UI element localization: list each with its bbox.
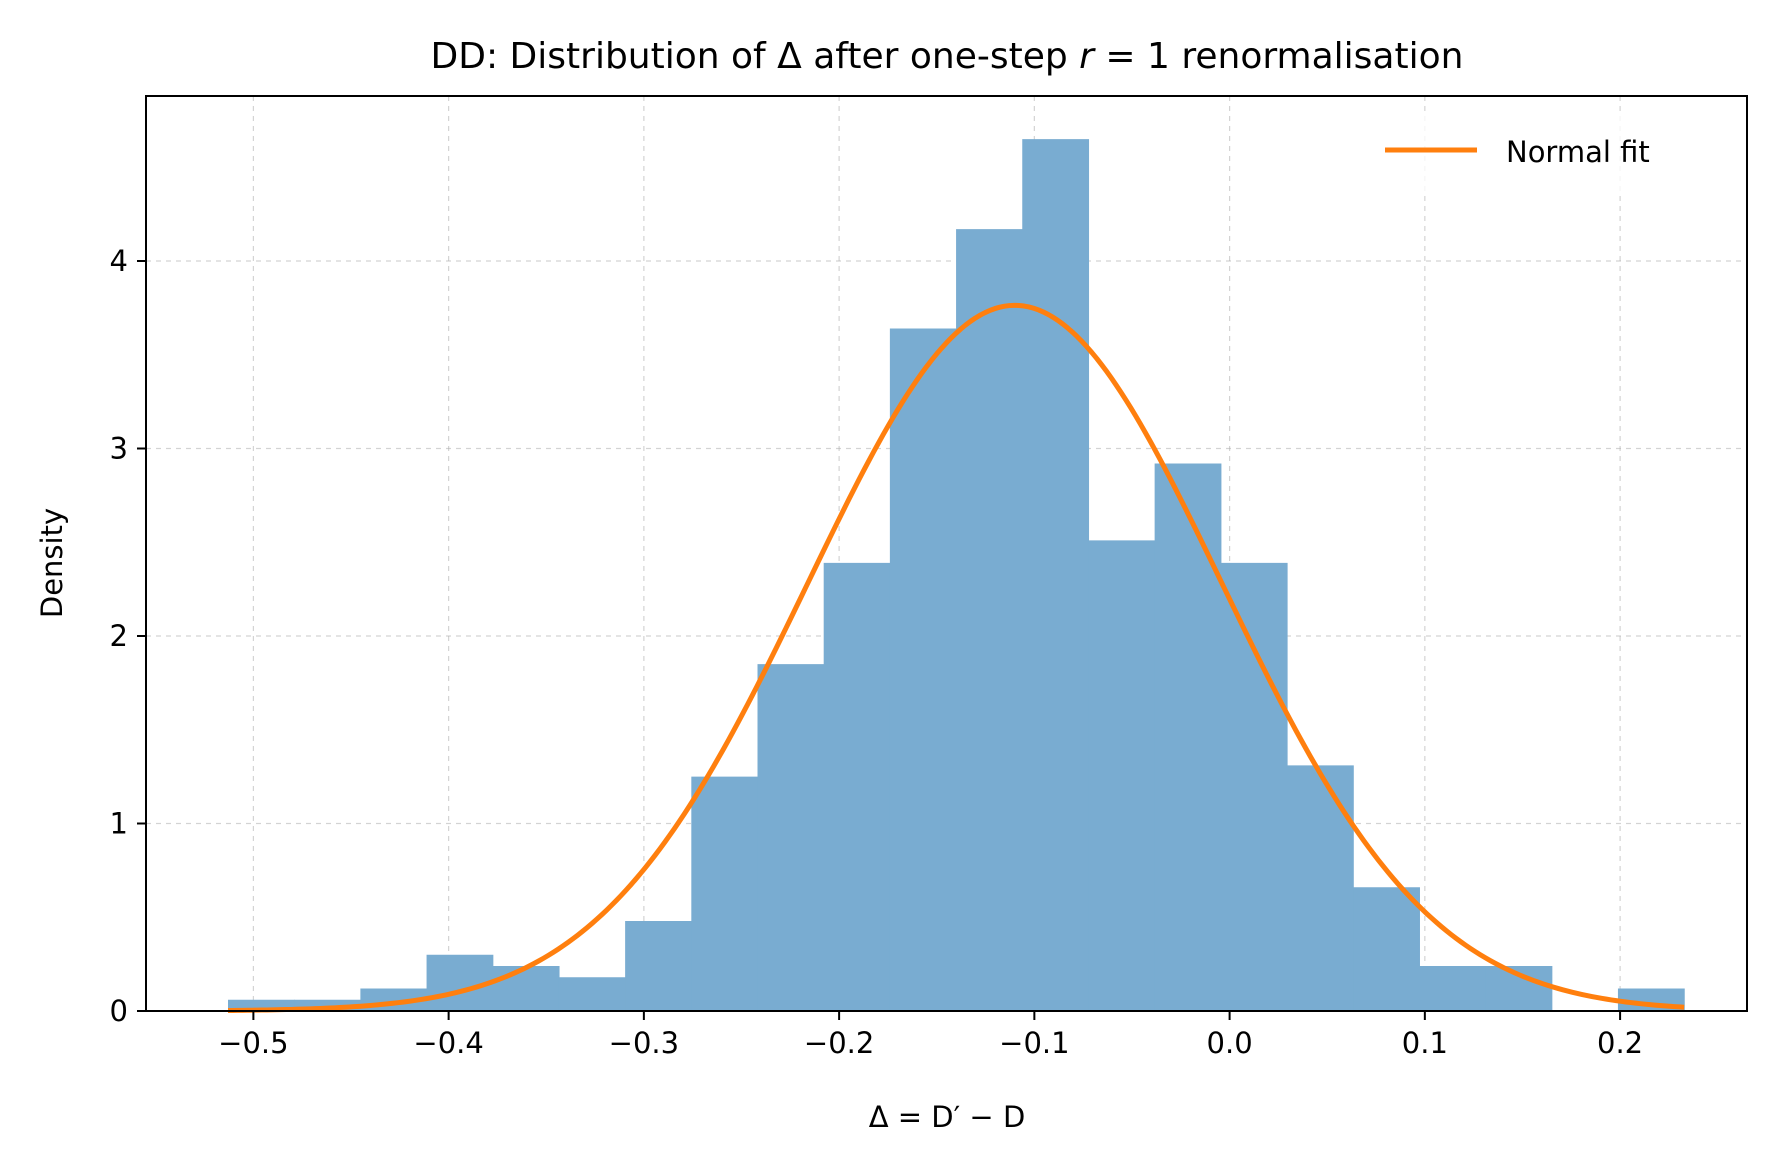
x-tick-label: −0.1 [999, 1026, 1069, 1060]
x-tick-label: −0.4 [413, 1026, 483, 1060]
y-tick-label: 4 [110, 244, 128, 278]
histogram-bar [1353, 887, 1420, 1011]
normal-fit-curve [227, 302, 1685, 1013]
histogram-bar [823, 562, 891, 1011]
bars-layer [228, 139, 1685, 1011]
y-axis-label: Density [35, 508, 69, 618]
y-tick-label: 2 [110, 619, 128, 653]
y-tick-label: 0 [110, 994, 128, 1028]
histogram-bar [294, 999, 361, 1011]
curve-layer [227, 302, 1685, 1013]
x-tick-label: 0.2 [1597, 1026, 1643, 1060]
x-tick-label: −0.5 [218, 1026, 288, 1060]
x-tick-label: −0.2 [804, 1026, 874, 1060]
chart-title: DD: Distribution of Δ after one-step r =… [431, 36, 1464, 77]
histogram-bar [1220, 562, 1288, 1011]
histogram-bar [228, 999, 295, 1011]
ticks-layer: −0.5 −0.4 −0.3 −0.2 −0.1 0.0 0.1 0.2 0 1 2 3 4 [110, 244, 1644, 1060]
legend-label-normal-fit: Normal fit [1506, 135, 1650, 169]
histogram-bar [889, 328, 957, 1011]
x-tick-label: 0.1 [1402, 1026, 1448, 1060]
plot-frame [145, 95, 1748, 1012]
histogram-bar [558, 977, 626, 1011]
histogram-bar [1088, 540, 1156, 1011]
y-tick-label: 3 [110, 432, 128, 466]
histogram-bar [1022, 139, 1090, 1011]
histogram-bar [492, 966, 560, 1011]
histogram-bar [1154, 463, 1222, 1011]
x-axis-label: Δ = D′ − D [869, 1100, 1026, 1134]
histogram-bar [757, 664, 825, 1011]
histogram-bar [625, 921, 692, 1011]
legend: Normal fit [1372, 112, 1718, 192]
histogram-bar [1287, 765, 1354, 1011]
x-tick-label: 0.0 [1207, 1026, 1253, 1060]
histogram-bar [956, 229, 1023, 1011]
y-tick-label: 1 [110, 807, 128, 841]
histogram-bar [1419, 966, 1487, 1011]
histogram-bar [691, 776, 759, 1011]
x-tick-label: −0.3 [609, 1026, 679, 1060]
